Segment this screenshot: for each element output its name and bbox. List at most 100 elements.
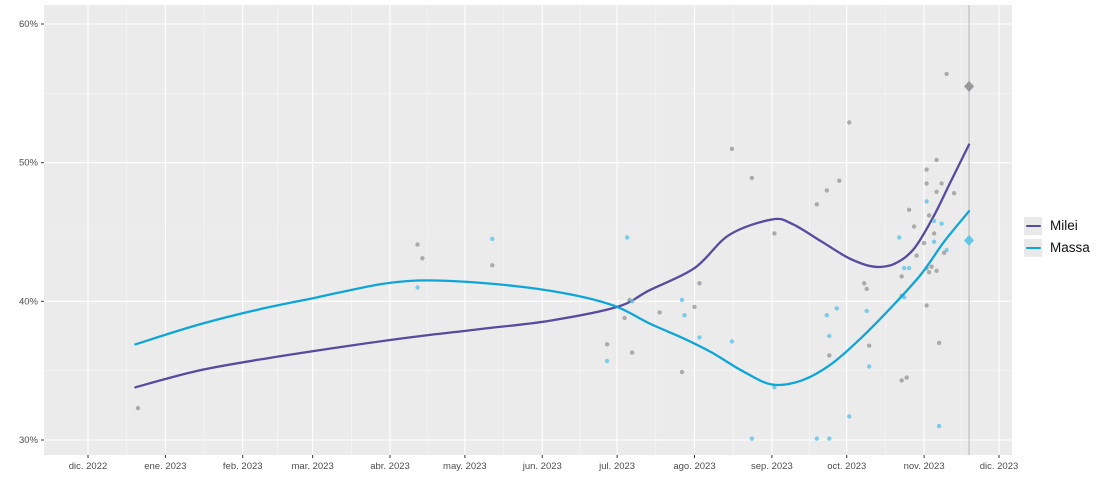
poll-point-massa	[897, 235, 902, 240]
x-axis-label: feb. 2023	[223, 461, 263, 472]
poll-point-milei	[749, 175, 755, 181]
poll-point-massa	[931, 239, 937, 244]
poll-point-milei	[924, 303, 929, 308]
x-axis-label: abr. 2023	[370, 461, 410, 472]
poll-point-milei	[862, 281, 867, 286]
legend-label-massa: Massa	[1050, 240, 1090, 255]
poll-point-milei	[490, 263, 495, 268]
poll-point-massa	[906, 265, 912, 271]
poll-point-massa	[931, 218, 937, 224]
x-axis-label: nov. 2023	[904, 461, 945, 472]
poll-point-massa	[490, 236, 495, 242]
poll-point-milei	[914, 253, 919, 258]
poll-point-milei	[906, 207, 912, 212]
poll-point-massa	[827, 436, 832, 441]
y-axis-label: 60%	[19, 19, 39, 30]
poll-point-milei	[692, 304, 697, 310]
poll-point-milei	[904, 375, 909, 380]
massa-line-swatch-icon	[1025, 246, 1041, 250]
y-axis-label: 30%	[19, 435, 39, 446]
poll-point-milei	[934, 189, 939, 194]
poll-point-milei	[697, 281, 702, 286]
poll-point-milei	[772, 231, 777, 236]
plot-panel	[44, 5, 1012, 455]
x-axis-label: sep. 2023	[751, 461, 793, 472]
poll-point-massa	[629, 299, 635, 304]
poll-point-milei	[934, 268, 939, 273]
poll-point-massa	[944, 247, 949, 253]
poll-point-milei	[864, 286, 869, 292]
trend-line-milei	[134, 143, 971, 389]
poll-point-milei	[729, 146, 735, 151]
poll-point-massa	[679, 297, 685, 303]
result-marker-massa	[964, 234, 975, 246]
y-axis-label: 50%	[19, 158, 39, 169]
legend-label-milei: Milei	[1050, 218, 1078, 233]
poll-point-milei	[924, 167, 929, 172]
trend-line-massa	[134, 210, 971, 387]
poll-point-milei	[827, 353, 832, 358]
poll-point-massa	[834, 306, 839, 311]
y-axis-label: 40%	[19, 296, 39, 307]
poll-point-massa	[697, 335, 702, 340]
result-marker-milei	[964, 80, 975, 92]
poll-point-milei	[867, 343, 872, 348]
poll-point-massa	[867, 364, 872, 369]
poll-point-massa	[415, 285, 420, 290]
x-axis-label: jul. 2023	[598, 461, 635, 472]
poll-point-milei	[926, 213, 932, 218]
poll-point-milei	[604, 342, 610, 347]
poll-point-milei	[939, 181, 944, 186]
poll-point-milei	[934, 157, 939, 163]
poll-point-milei	[657, 310, 662, 315]
poll-point-milei	[929, 264, 934, 269]
poll-point-milei	[899, 274, 904, 279]
poll-point-massa	[682, 313, 687, 318]
poll-point-milei	[899, 378, 904, 383]
poll-point-milei	[629, 350, 635, 355]
legend-key-massa	[1024, 239, 1042, 257]
x-axis-label: ago. 2023	[673, 461, 715, 472]
legend-item-milei: Milei	[1024, 217, 1090, 235]
poll-point-massa	[902, 265, 907, 271]
poll-point-milei	[941, 250, 947, 255]
poll-point-massa	[604, 358, 610, 364]
poll-point-massa	[924, 199, 929, 204]
poll-point-massa	[939, 221, 944, 226]
poll-point-massa	[824, 313, 829, 318]
poll-point-milei	[622, 315, 627, 321]
x-axis-label: dic. 2023	[980, 461, 1019, 472]
poll-point-milei	[924, 181, 929, 186]
poll-point-milei	[921, 240, 927, 246]
poll-point-massa	[749, 436, 755, 441]
poll-point-milei	[847, 120, 852, 125]
poll-point-milei	[911, 224, 917, 229]
poll-point-milei	[944, 71, 949, 77]
poll-point-milei	[824, 188, 829, 193]
poll-point-milei	[814, 202, 819, 207]
poll-point-massa	[729, 339, 735, 344]
poll-point-milei	[420, 256, 425, 261]
poll-point-massa	[864, 308, 869, 314]
x-axis-label: dic. 2022	[69, 461, 108, 472]
poll-point-milei	[926, 270, 932, 275]
poll-point-milei	[135, 405, 141, 411]
legend: Milei Massa	[1024, 217, 1090, 257]
poll-point-massa	[936, 423, 942, 429]
poll-point-milei	[837, 178, 842, 183]
poll-point-milei	[679, 369, 685, 375]
poll-point-milei	[936, 340, 942, 346]
poll-point-milei	[415, 242, 420, 247]
poll-point-massa	[827, 333, 832, 339]
poll-point-milei	[951, 191, 957, 196]
poll-point-milei	[931, 231, 937, 236]
legend-key-milei	[1024, 217, 1042, 235]
x-axis-label: oct. 2023	[827, 461, 866, 472]
poll-point-massa	[814, 436, 819, 441]
legend-item-massa: Massa	[1024, 239, 1090, 257]
milei-line-swatch-icon	[1025, 224, 1041, 228]
x-axis-label: jun. 2023	[522, 461, 562, 472]
x-axis-label: mar. 2023	[292, 461, 334, 472]
